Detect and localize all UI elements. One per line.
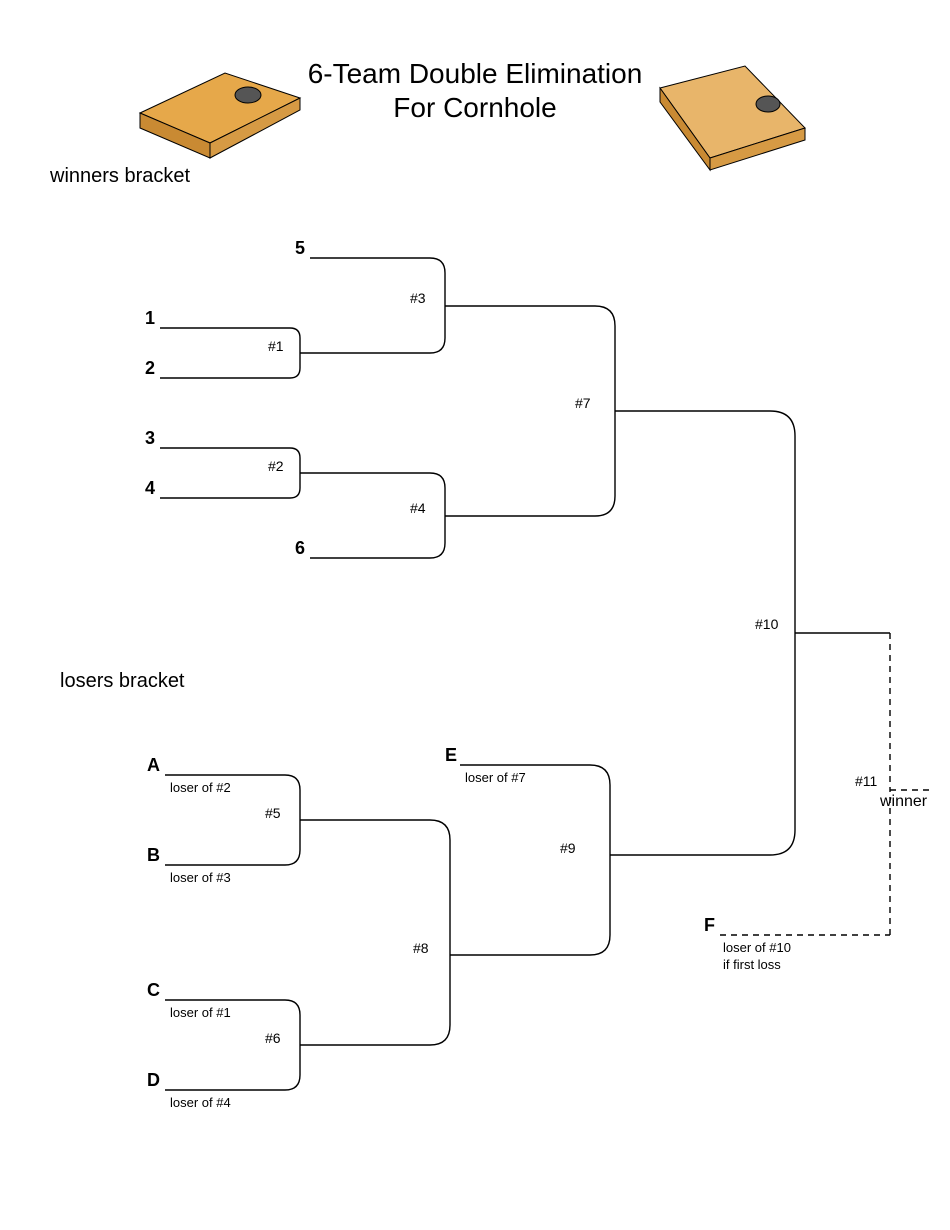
note-A: loser of #2 (170, 780, 231, 795)
seed-1: 1 (130, 308, 155, 329)
game-9: #9 (560, 840, 576, 856)
cornhole-board-left-icon (130, 58, 310, 168)
game-6: #6 (265, 1030, 281, 1046)
seed-D: D (135, 1070, 160, 1091)
seed-A: A (135, 755, 160, 776)
note-B: loser of #3 (170, 870, 231, 885)
losers-bracket-label: losers bracket (60, 670, 185, 693)
bracket-page: 6-Team Double Elimination For Cornhole w… (0, 0, 950, 1230)
note-F-2: if first loss (723, 957, 781, 972)
game-11: #11 (855, 773, 877, 789)
seed-E: E (432, 745, 457, 766)
seed-B: B (135, 845, 160, 866)
cornhole-board-right-icon (640, 58, 820, 178)
game-4: #4 (410, 500, 426, 516)
note-F-1: loser of #10 (723, 940, 791, 955)
note-D: loser of #4 (170, 1095, 231, 1110)
game-10: #10 (755, 616, 778, 632)
game-3: #3 (410, 290, 426, 306)
seed-4: 4 (130, 478, 155, 499)
seed-3: 3 (130, 428, 155, 449)
seed-F: F (690, 915, 715, 936)
game-5: #5 (265, 805, 281, 821)
winner-label: winner (880, 793, 927, 811)
game-2: #2 (268, 458, 284, 474)
game-7: #7 (575, 395, 591, 411)
note-C: loser of #1 (170, 1005, 231, 1020)
seed-C: C (135, 980, 160, 1001)
note-E: loser of #7 (465, 770, 526, 785)
game-1: #1 (268, 338, 284, 354)
seed-5: 5 (280, 238, 305, 259)
game-8: #8 (413, 940, 429, 956)
seed-2: 2 (130, 358, 155, 379)
seed-6: 6 (280, 538, 305, 559)
winners-bracket-label: winners bracket (50, 165, 190, 188)
